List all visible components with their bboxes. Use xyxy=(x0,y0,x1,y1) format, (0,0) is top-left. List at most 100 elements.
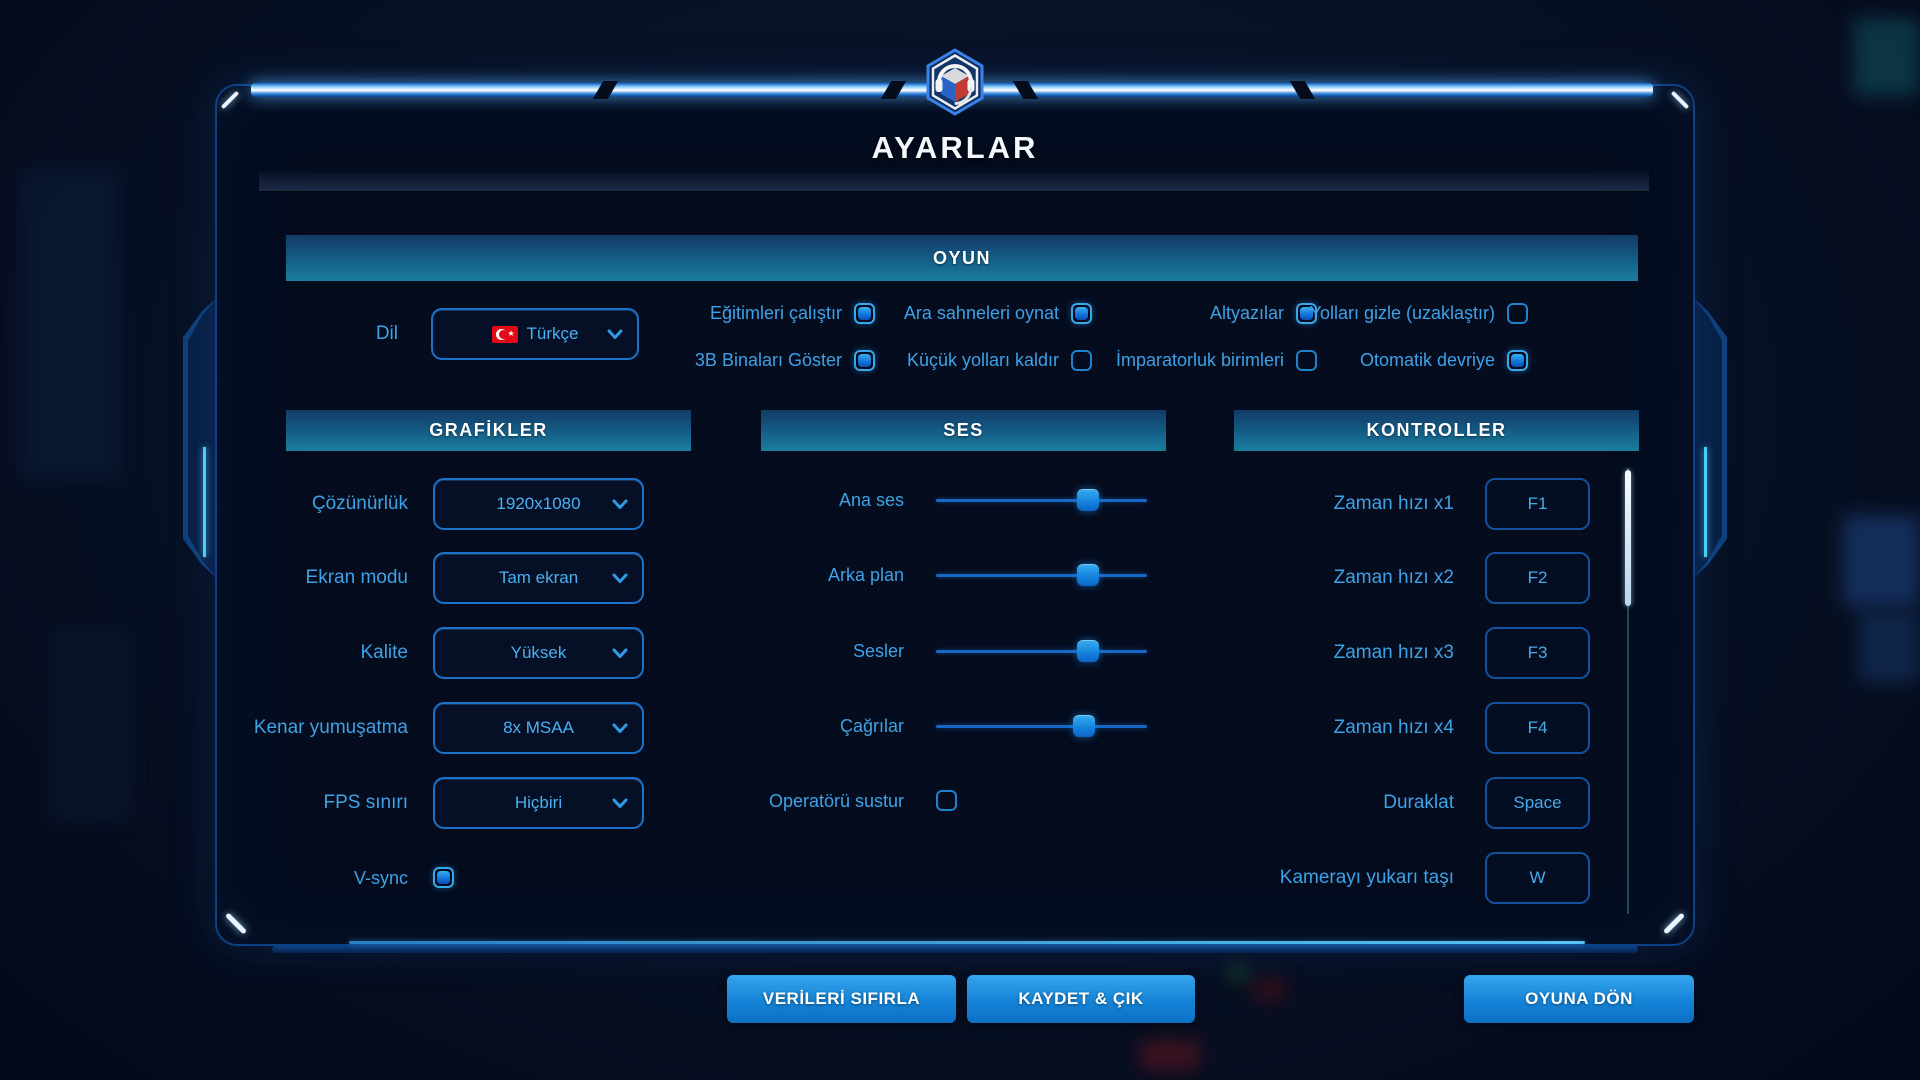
resolution-dropdown[interactable]: 1920x1080 xyxy=(433,478,644,530)
bar-slash xyxy=(592,81,619,99)
calls-volume-label: Çağrılar xyxy=(839,716,904,736)
keybind-time-speed-2-key: F2 xyxy=(1527,568,1548,587)
language-value: Türkçe xyxy=(526,324,579,343)
setting-remove-small-roads: Küçük yolları kaldır xyxy=(907,349,1092,371)
page-title: AYARLAR xyxy=(871,130,1039,165)
display-mode-label: Ekran modu xyxy=(305,567,408,588)
setting-show-3d-buildings: 3B Binaları Göster xyxy=(695,349,875,371)
section-header-sound-label: SES xyxy=(943,420,984,440)
play-cutscenes-label: Ara sahneleri oynat xyxy=(903,303,1059,323)
background-blur-blob xyxy=(50,630,130,820)
slider-track[interactable] xyxy=(936,725,1147,728)
checkbox-show-3d-buildings[interactable] xyxy=(854,349,875,371)
return-to-game-button[interactable]: OYUNA DÖN xyxy=(1464,975,1694,1023)
keybind-pause[interactable]: Space xyxy=(1485,777,1590,829)
vertical-scrollbar-track[interactable] xyxy=(1627,468,1629,914)
master-volume-slider[interactable] xyxy=(936,489,1147,511)
resolution-value: 1920x1080 xyxy=(496,494,581,513)
empire-units-label: İmparatorluk birimleri xyxy=(1115,350,1284,370)
bar-slash xyxy=(1012,81,1039,99)
quality-dropdown[interactable]: Yüksek xyxy=(433,627,644,679)
pause-label: Duraklat xyxy=(1383,792,1454,813)
setting-empire-units: İmparatorluk birimleri xyxy=(1116,349,1317,371)
quality-value: Yüksek xyxy=(510,643,567,662)
language-label: Dil xyxy=(375,323,398,344)
checkbox-mute-operator[interactable] xyxy=(936,790,957,811)
slider-track[interactable] xyxy=(936,574,1147,577)
slider-thumb[interactable] xyxy=(1076,564,1099,586)
checkbox-play-cutscenes[interactable] xyxy=(1071,302,1092,324)
chevron-down-icon xyxy=(612,647,628,659)
chevron-down-icon xyxy=(612,572,628,584)
reset-data-button-label: VERİLERİ SIFIRLA xyxy=(762,989,921,1008)
sounds-volume-label: Sesler xyxy=(852,641,904,661)
panel-bottom-trim xyxy=(272,946,1638,953)
display-mode-value: Tam ekran xyxy=(498,568,579,587)
vertical-scrollbar[interactable] xyxy=(1625,468,1631,914)
fps-limit-dropdown[interactable]: Hiçbiri xyxy=(433,777,644,829)
slider-thumb[interactable] xyxy=(1076,640,1099,662)
bar-slash xyxy=(880,81,907,99)
vsync-label: V-sync xyxy=(353,868,408,888)
reset-data-button[interactable]: VERİLERİ SIFIRLA xyxy=(727,975,956,1023)
section-header-graphics-label: GRAFİKLER xyxy=(429,420,548,440)
time-speed-4-label: Zaman hızı x4 xyxy=(1333,717,1454,738)
background-blur-blob xyxy=(1228,966,1248,980)
section-header-game-label: OYUN xyxy=(932,247,991,268)
horizontal-scrollbar[interactable] xyxy=(349,941,1585,944)
corner-highlight xyxy=(220,90,240,110)
show-3d-buildings-label: 3B Binaları Göster xyxy=(694,350,842,370)
ambient-volume-slider[interactable] xyxy=(936,564,1147,586)
checkbox-empire-units[interactable] xyxy=(1296,349,1317,371)
antialiasing-dropdown[interactable]: 8x MSAA xyxy=(433,702,644,754)
background-blur-blob xyxy=(20,170,120,480)
right-frame-decoration xyxy=(1689,294,1727,582)
left-frame-decoration xyxy=(183,294,221,582)
time-speed-2-label: Zaman hızı x2 xyxy=(1333,567,1454,588)
display-mode-dropdown[interactable]: Tam ekran xyxy=(433,552,644,604)
keybind-time-speed-4[interactable]: F4 xyxy=(1485,702,1590,754)
keybind-time-speed-1[interactable]: F1 xyxy=(1485,478,1590,530)
keybind-time-speed-4-key: F4 xyxy=(1527,718,1548,737)
vertical-scrollbar-thumb[interactable] xyxy=(1625,470,1631,606)
auto-patrol-label: Otomatik devriye xyxy=(1359,350,1495,370)
sounds-volume-slider[interactable] xyxy=(936,640,1147,662)
ambient-volume-label: Arka plan xyxy=(827,565,904,585)
checkbox-auto-patrol[interactable] xyxy=(1507,349,1528,371)
setting-hide-roads: Yolları gizle (uzaklaştır) xyxy=(1310,302,1528,324)
keybind-time-speed-3[interactable]: F3 xyxy=(1485,627,1590,679)
checkbox-subtitles[interactable] xyxy=(1296,302,1317,324)
time-speed-3-label: Zaman hızı x3 xyxy=(1333,642,1454,663)
game-logo-hexagon-cube-headset-icon xyxy=(926,48,984,116)
setting-play-cutscenes: Ara sahneleri oynat xyxy=(904,302,1092,324)
checkbox-hide-roads[interactable] xyxy=(1507,302,1528,324)
keybind-time-speed-2[interactable]: F2 xyxy=(1485,552,1590,604)
chevron-down-icon xyxy=(612,797,628,809)
checkbox-remove-small-roads[interactable] xyxy=(1071,349,1092,371)
background-blur-blob xyxy=(1843,515,1920,607)
setting-run-tutorials: Eğitimleri çalıştır xyxy=(710,302,875,324)
slider-thumb[interactable] xyxy=(1076,489,1099,511)
slider-track[interactable] xyxy=(936,650,1147,653)
master-volume-label: Ana ses xyxy=(838,490,904,510)
checkbox-run-tutorials[interactable] xyxy=(854,302,875,324)
glow-beam xyxy=(1704,447,1707,557)
section-header-game: OYUN xyxy=(286,235,1638,281)
camera-up-label: Kamerayı yukarı taşı xyxy=(1279,867,1454,888)
language-dropdown[interactable]: ★ Türkçe xyxy=(431,308,639,360)
quality-label: Kalite xyxy=(360,642,408,663)
slider-thumb[interactable] xyxy=(1072,715,1095,737)
background-blur-blob xyxy=(1858,612,1920,682)
subtitles-label: Altyazılar xyxy=(1209,303,1284,323)
calls-volume-slider[interactable] xyxy=(936,715,1147,737)
return-to-game-button-label: OYUNA DÖN xyxy=(1525,989,1633,1008)
time-speed-1-label: Zaman hızı x1 xyxy=(1333,493,1454,514)
slider-track[interactable] xyxy=(936,499,1147,502)
chevron-down-icon xyxy=(607,328,623,340)
resolution-label: Çözünürlük xyxy=(311,493,408,514)
keybind-camera-up[interactable]: W xyxy=(1485,852,1590,904)
corner-highlight xyxy=(1670,90,1690,110)
save-exit-button[interactable]: KAYDET & ÇIK xyxy=(967,975,1195,1023)
checkbox-vsync[interactable] xyxy=(433,867,454,888)
section-header-controls: KONTROLLER xyxy=(1234,410,1639,451)
